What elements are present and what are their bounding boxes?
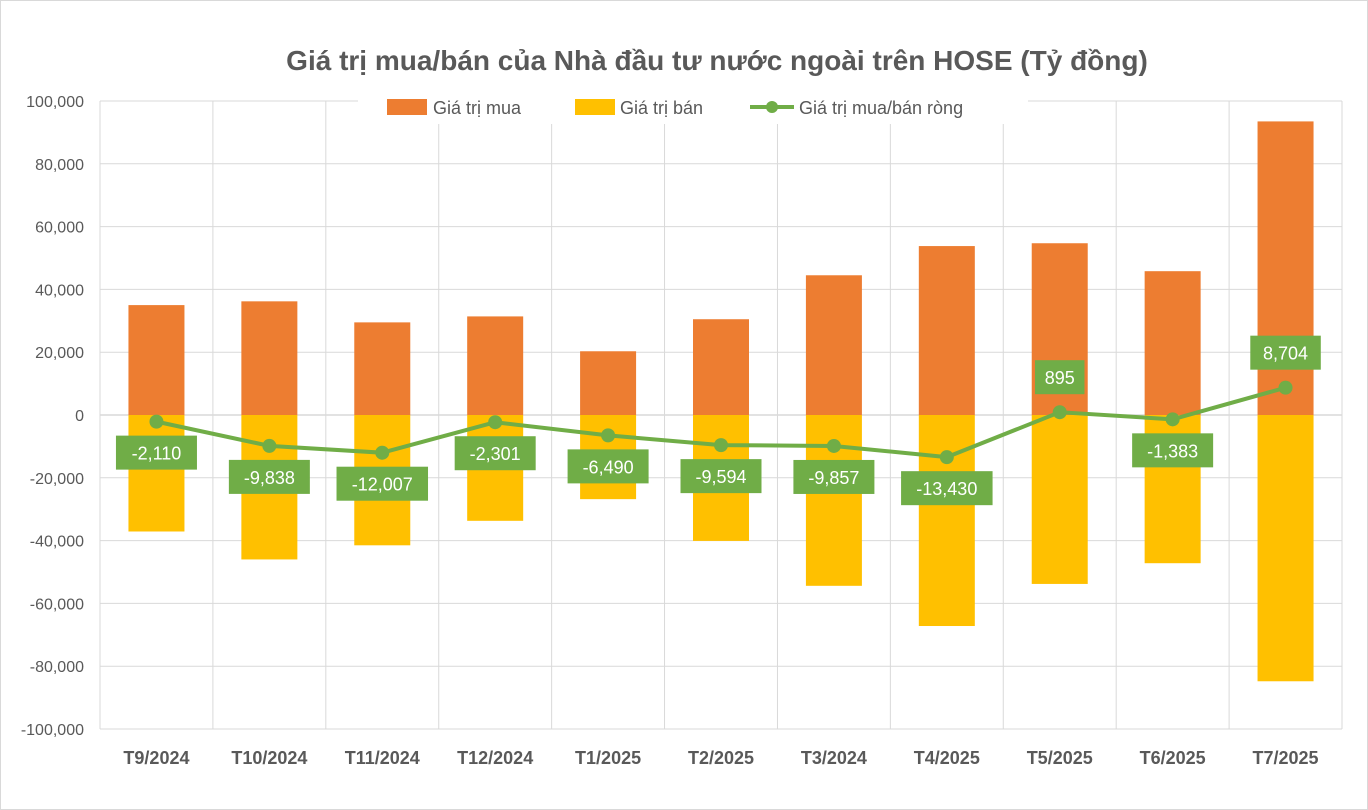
bar-sell: [1257, 415, 1314, 682]
net-label-box: [793, 459, 875, 494]
net-label-box: [1132, 433, 1214, 468]
y-axis: 100,000 80,000 60,000 40,000 20,000 0 -20,000 -…: [21, 94, 84, 739]
net-point: [1165, 412, 1180, 427]
net-point: [939, 450, 954, 465]
bar-buy: [1144, 271, 1201, 415]
bar-buy: [467, 316, 524, 415]
net-label: -6,490: [583, 457, 634, 477]
x-tick-label: T7/2025: [1253, 748, 1319, 768]
bar-buy: [918, 246, 975, 415]
bar-buy: [128, 305, 185, 415]
net-label-box: [115, 435, 197, 470]
net-label-box: [228, 459, 310, 494]
legend-swatch-net-marker: [766, 101, 778, 113]
net-label-box: [336, 466, 429, 501]
legend-swatch-buy: [387, 99, 427, 115]
net-point: [714, 438, 728, 453]
net-label-box: [454, 436, 536, 471]
net-point: [149, 414, 164, 429]
gridlines: [99, 100, 1343, 730]
y-tick-label: 100,000: [26, 94, 84, 111]
bar-sell: [1031, 415, 1088, 584]
net-label: 8,704: [1263, 344, 1308, 364]
x-tick-label: T11/2024: [345, 748, 420, 768]
net-label-box: [1250, 335, 1321, 370]
y-tick-label: 20,000: [35, 345, 84, 362]
x-tick-label: T3/2024: [801, 748, 867, 768]
y-tick-label: 40,000: [35, 282, 84, 299]
bar-buy: [1257, 121, 1314, 415]
bar-buy: [805, 275, 862, 415]
net-point: [1278, 380, 1293, 395]
net-point: [1052, 405, 1067, 420]
net-label: -2,301: [470, 444, 521, 464]
net-label-box: [901, 471, 993, 506]
x-axis: T9/2024 T10/2024 T11/2024 T12/2024 T1/2025 T2…: [123, 748, 1318, 768]
y-tick-label: 60,000: [35, 220, 84, 237]
bar-buy: [693, 319, 749, 415]
net-label: -9,857: [808, 468, 859, 488]
net-label: -13,430: [916, 479, 977, 499]
net-label: -12,007: [352, 475, 413, 495]
legend-label-buy: Giá trị mua: [433, 98, 522, 118]
y-tick-label: 0: [75, 408, 84, 425]
net-point: [262, 438, 277, 453]
net-point: [826, 438, 841, 453]
bar-buy: [241, 301, 298, 415]
net-point: [488, 415, 503, 430]
net-label-box: [680, 459, 762, 494]
net-point: [375, 445, 390, 460]
legend: Giá trị mua Giá trị bán Giá trị mua/bán rò…: [358, 90, 1028, 124]
x-tick-label: T2/2025: [688, 748, 754, 768]
y-tick-label: -80,000: [30, 659, 84, 676]
net-point: [601, 428, 616, 443]
y-tick-label: -60,000: [30, 596, 84, 613]
bar-sell: [918, 415, 975, 627]
x-tick-label: T12/2024: [457, 748, 533, 768]
y-tick-label: 80,000: [35, 157, 84, 174]
net-label: -9,594: [695, 467, 746, 487]
net-label-box: [567, 449, 649, 484]
data-labels: -2,110 -9,838 -12,007 -2,301 -6,490 -9,594 -9,…: [115, 335, 1321, 506]
net-label: 895: [1045, 368, 1075, 388]
bar-sell: [128, 415, 185, 532]
net-label: -1,383: [1147, 441, 1198, 461]
bar-buy: [580, 351, 637, 415]
y-tick-label: -40,000: [30, 534, 84, 551]
legend-background: [358, 90, 1028, 124]
bar-buy: [354, 322, 411, 415]
y-tick-label: -20,000: [30, 471, 84, 488]
x-tick-label: T4/2025: [914, 748, 980, 768]
x-tick-label: T9/2024: [123, 748, 189, 768]
legend-swatch-sell: [575, 99, 615, 115]
x-tick-label: T1/2025: [575, 748, 641, 768]
bars: [128, 121, 1314, 682]
net-label-box: [1034, 360, 1085, 395]
x-tick-label: T6/2025: [1140, 748, 1206, 768]
x-tick-label: T10/2024: [231, 748, 307, 768]
legend-label-sell: Giá trị bán: [620, 98, 703, 118]
legend-label-net: Giá trị mua/bán ròng: [799, 98, 963, 118]
chart-title: Giá trị mua/bán của Nhà đầu tư nước ngoà…: [286, 45, 1148, 76]
x-tick-label: T5/2025: [1027, 748, 1093, 768]
net-label: -9,838: [244, 468, 295, 488]
y-tick-label: -100,000: [21, 722, 84, 739]
net-label: -2,110: [132, 444, 182, 464]
net-line: [149, 380, 1293, 465]
